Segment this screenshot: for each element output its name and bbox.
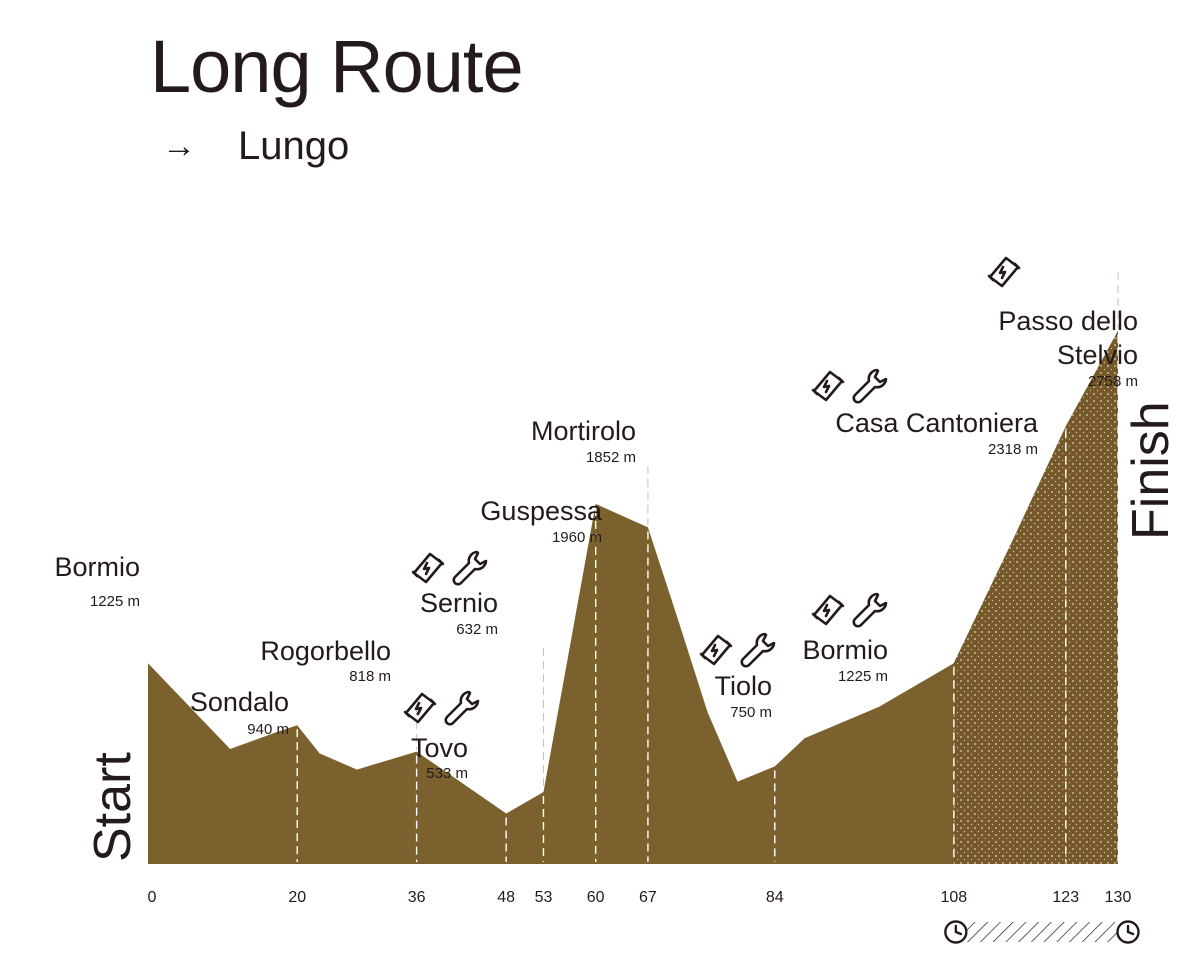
waypoint-name: Sernio [420, 588, 498, 618]
waypoint-tiolo-84: Tiolo 750 m [699, 632, 776, 721]
x-tick-label: 123 [1052, 889, 1079, 906]
waypoint-name: Rogorbello [260, 636, 391, 666]
waypoint-name: Passo dello [998, 306, 1138, 336]
waypoint-passo-dello-stelvio-130: Passo dello Stelvio 2758 m [987, 256, 1138, 390]
x-tick-label: 67 [639, 889, 657, 906]
page-title: Long Route [150, 25, 524, 108]
wrench-icon [452, 550, 488, 586]
waypoint-elevation: 2318 m [988, 441, 1038, 458]
feed-icon [411, 552, 445, 584]
waypoint-elevation: 940 m [247, 721, 289, 738]
waypoint-name: Stelvio [1057, 340, 1138, 370]
profile-area [148, 330, 1118, 864]
waypoint-bormio-108: Bormio 1225 m [802, 592, 888, 685]
timed-segment [944, 920, 1140, 944]
wrench-icon [740, 632, 776, 668]
start-label: Start [84, 752, 142, 862]
waypoint-elevation: 1225 m [838, 668, 888, 685]
waypoint-elevation: 1960 m [552, 529, 602, 546]
wrench-icon [852, 592, 888, 628]
waypoint-name: Casa Cantoniera [835, 408, 1039, 438]
waypoint-name: Bormio [54, 552, 140, 582]
waypoint-name: Bormio [802, 635, 888, 665]
x-tick-label: 20 [288, 889, 306, 906]
x-tick-label: 48 [497, 889, 515, 906]
x-tick-label: 84 [766, 889, 784, 906]
waypoint-name: Tiolo [714, 671, 772, 701]
waypoint-elevation: 1852 m [586, 449, 636, 466]
waypoint-elevation: 750 m [730, 704, 772, 721]
feed-icon [811, 370, 845, 402]
finish-label: Finish [1122, 401, 1180, 540]
x-tick-label: 36 [408, 889, 426, 906]
waypoint-name: Mortirolo [531, 416, 636, 446]
waypoint-sernio-53: Sernio 632 m [411, 550, 498, 638]
x-tick-label: 60 [587, 889, 605, 906]
wrench-icon [444, 690, 480, 726]
x-tick-label: 53 [535, 889, 553, 906]
waypoint-name: Sondalo [190, 687, 289, 717]
waypoint-elevation: 2758 m [1088, 373, 1138, 390]
waypoint-elevation: 1225 m [90, 593, 140, 610]
waypoint-sondalo-20: Sondalo 940 m [190, 687, 289, 738]
clock-icon [944, 920, 968, 944]
arrow-right-icon: → [162, 127, 196, 165]
waypoint-elevation: 533 m [426, 765, 468, 782]
waypoint-name: Guspessa [480, 496, 603, 526]
waypoint-casa-cantoniera-123: Casa Cantoniera 2318 m [811, 368, 1039, 458]
clock-icon [1116, 920, 1140, 944]
x-tick-label: 0 [148, 889, 157, 906]
timed-segment-hatch [961, 922, 1118, 942]
x-tick-label: 108 [940, 889, 967, 906]
feed-icon [699, 634, 733, 666]
subtitle-text: Lungo [238, 124, 350, 168]
waypoint-name: Tovo [411, 733, 468, 763]
waypoint-elevation: 632 m [456, 621, 498, 638]
subtitle: → Lungo [162, 126, 349, 166]
waypoint-elevation: 818 m [349, 668, 391, 685]
waypoint-guspessa-60: Guspessa 1960 m [480, 496, 603, 546]
waypoint-bormio-0: Bormio 1225 m [54, 552, 140, 610]
feed-icon [403, 692, 437, 724]
waypoint-mortirolo-67: Mortirolo 1852 m [531, 416, 636, 466]
waypoint-rogorbello-36: Rogorbello 818 m [260, 636, 391, 685]
wrench-icon [852, 368, 888, 404]
timed-area-texture [953, 330, 1118, 864]
x-tick-label: 130 [1105, 889, 1132, 906]
waypoint-tovo-48: Tovo 533 m [403, 690, 480, 782]
feed-icon [811, 594, 845, 626]
feed-icon [987, 256, 1021, 288]
